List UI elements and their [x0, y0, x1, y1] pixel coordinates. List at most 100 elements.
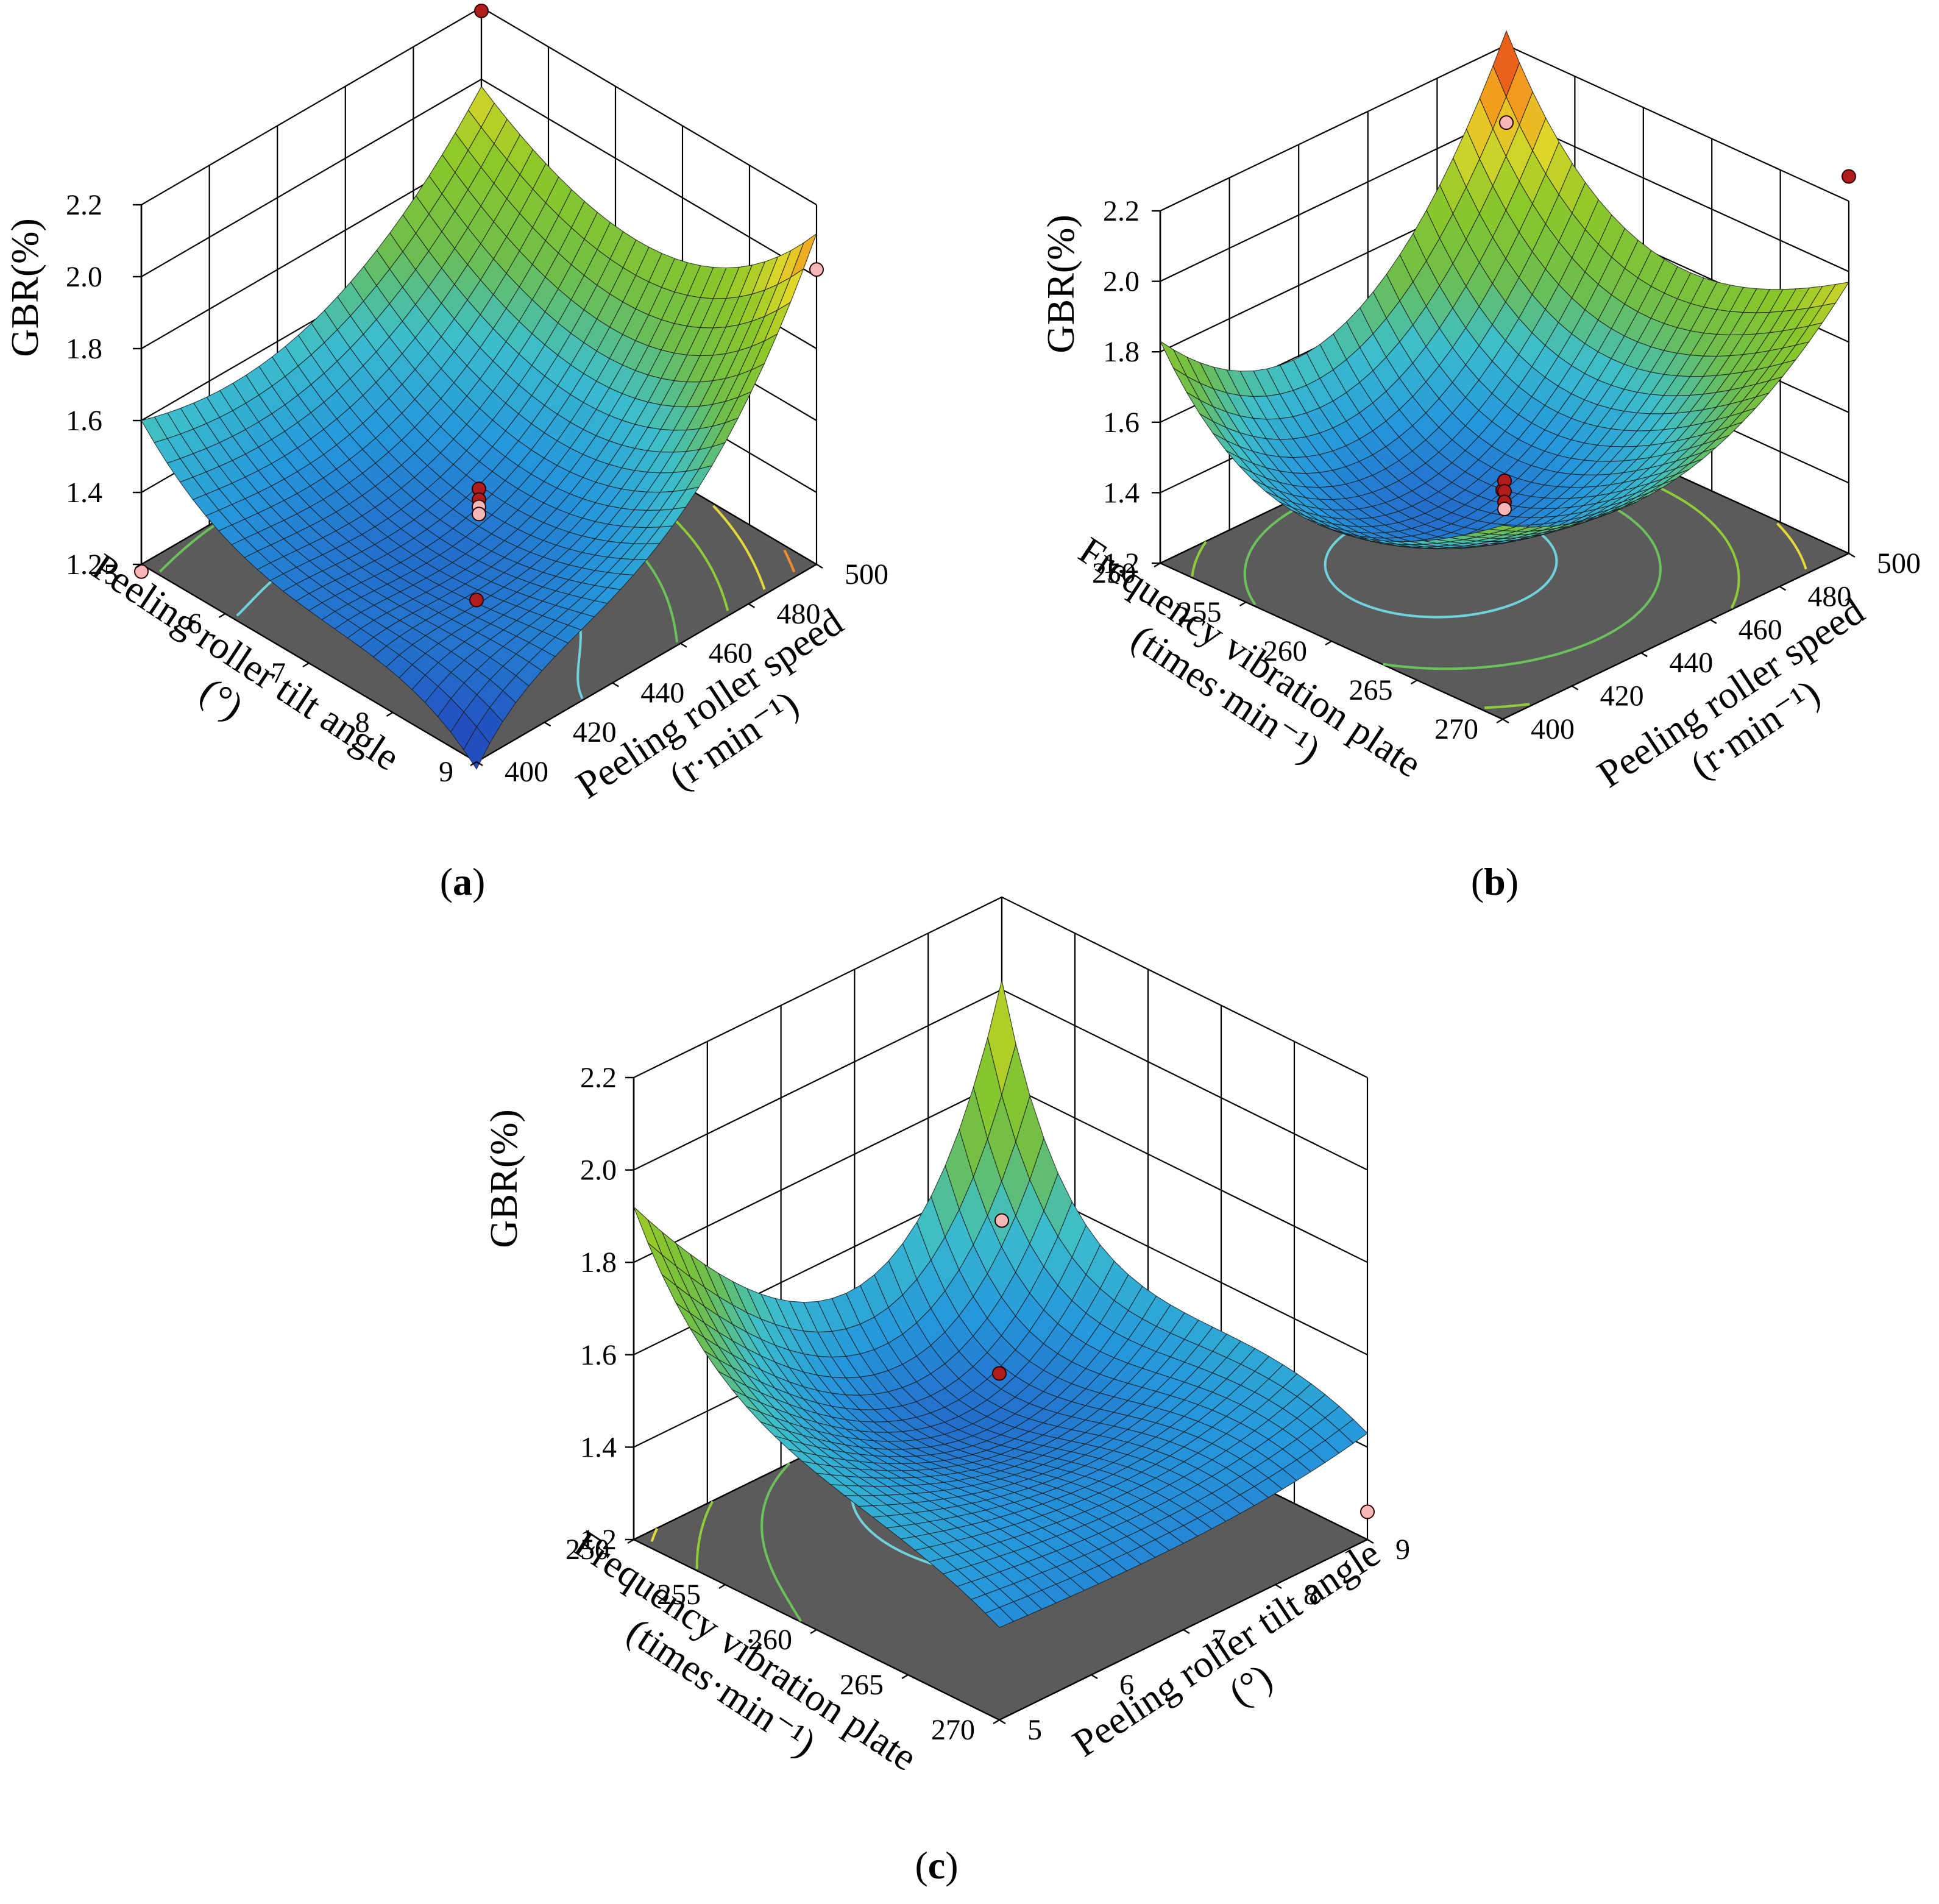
right-axis-tick-label: 460 — [1739, 614, 1782, 646]
panel-c-z-label: GBR(%) — [482, 1109, 525, 1248]
surface-cell — [984, 1607, 1015, 1629]
design-point — [472, 506, 486, 522]
z-tick-label: 1.6 — [66, 405, 102, 437]
panel-b-z-label: GBR(%) — [1039, 215, 1082, 353]
right-axis-tick-label: 9 — [1395, 1533, 1410, 1566]
left-tick-mark — [302, 662, 310, 668]
panel-c-design-points — [992, 1213, 1375, 1519]
right-axis-tick-label: 420 — [1600, 680, 1644, 712]
contour-line — [650, 1528, 658, 1543]
left-tick-mark — [135, 563, 142, 569]
left-axis-tick-label: 6 — [188, 608, 202, 640]
z-tick-label: 1.4 — [580, 1431, 617, 1463]
right-tick-mark — [612, 682, 619, 687]
right-tick-mark — [680, 642, 687, 648]
left-tick-mark — [386, 711, 394, 717]
panel-b-z-axis-label: GBR(%) — [1039, 215, 1082, 353]
left-axis-tick-label: 7 — [271, 657, 286, 689]
right-axis-tick-label: 500 — [1877, 547, 1921, 580]
left-axis-tick-label: 260 — [748, 1624, 792, 1656]
contour-line — [695, 1501, 714, 1569]
panel-b-response-surface — [1159, 30, 1850, 550]
design-point — [994, 1213, 1009, 1228]
z-tick-label: 1.6 — [1103, 407, 1140, 439]
z-tick-label: 2.0 — [580, 1154, 617, 1187]
right-axis-tick-label: 420 — [573, 716, 617, 748]
z-tick-label: 1.8 — [580, 1246, 617, 1279]
right-axis-tick-label: 6 — [1119, 1669, 1134, 1701]
right-axis-tick-label: 480 — [1807, 580, 1851, 613]
z-tick-label: 2.2 — [580, 1062, 617, 1094]
right-tick-mark — [476, 761, 483, 767]
panel-b-label: (b) — [1471, 860, 1519, 903]
right-tick-mark — [1571, 685, 1579, 691]
right-tick-mark — [999, 1719, 1006, 1725]
design-point — [1360, 1504, 1375, 1519]
left-tick-mark — [1239, 601, 1247, 607]
panel-c-tick-labels: 1.2 1.4 1.6 1.8 2.0 2.2 250 255 260 265 270 5 6 7 8 9 — [565, 1062, 1410, 1746]
design-point — [992, 1366, 1007, 1381]
surface-cell — [1489, 525, 1516, 531]
design-point — [1497, 502, 1512, 517]
right-tick-mark — [1275, 1583, 1282, 1590]
contour-line — [783, 549, 796, 573]
left-tick-mark — [718, 1583, 726, 1590]
panel-c-label: (c) — [915, 1844, 958, 1887]
right-tick-mark — [1848, 552, 1856, 558]
right-tick-mark — [1367, 1538, 1374, 1544]
right-axis-tick-label: 400 — [1531, 713, 1575, 745]
wall-grid-horizontal — [141, 78, 817, 277]
left-axis-tick-label: 250 — [565, 1533, 609, 1566]
panel-a-tick-labels: 1.2 1.4 1.6 1.8 2.0 2.2 5 6 7 8 9 400 420 440 460 480 50… — [66, 189, 888, 788]
left-tick-mark — [901, 1674, 909, 1680]
contour-line — [1484, 703, 1530, 709]
right-tick-mark — [1502, 718, 1509, 724]
right-tick-mark — [1710, 619, 1717, 624]
panel-a-label: (a) — [440, 860, 486, 903]
contour-line — [712, 505, 766, 590]
design-point — [1499, 115, 1514, 130]
right-tick-mark — [1640, 652, 1648, 658]
panel-a-design-points — [134, 3, 824, 608]
right-axis-tick-label: 500 — [845, 558, 888, 591]
left-tick-mark — [810, 1629, 817, 1635]
panel-b: 1.2 1.4 1.6 1.8 2.0 2.2 250 255 260 265 270 400 420 4… — [1039, 30, 1921, 903]
left-tick-mark — [1325, 640, 1332, 646]
right-tick-mark — [1779, 586, 1787, 591]
left-tick-mark — [1496, 718, 1503, 724]
z-tick-label: 1.8 — [66, 333, 102, 365]
right-axis-tick-label: 5 — [1027, 1714, 1042, 1746]
left-axis-tick-label: 9 — [439, 756, 453, 788]
panel-a-z-label: GBR(%) — [3, 218, 46, 357]
z-tick-label: 2.2 — [66, 189, 102, 221]
left-tick-mark — [1154, 562, 1161, 568]
design-point — [474, 3, 489, 18]
right-axis-tick-label: 440 — [640, 677, 684, 709]
right-tick-mark — [748, 603, 756, 608]
left-tick-mark — [627, 1538, 634, 1544]
left-axis-tick-label: 270 — [931, 1714, 975, 1746]
design-point — [1842, 169, 1856, 184]
right-axis-tick-label: 400 — [505, 756, 548, 788]
left-axis-tick-label: 265 — [1349, 674, 1393, 706]
left-axis-tick-label: 255 — [1178, 596, 1222, 628]
right-axis-tick-label: 7 — [1211, 1624, 1226, 1656]
z-tick-label: 1.2 — [1103, 547, 1140, 580]
left-axis-tick-label: 250 — [1092, 557, 1136, 589]
z-tick-label: 1.2 — [580, 1524, 617, 1556]
left-tick-mark — [993, 1719, 1000, 1725]
z-tick-label: 1.4 — [66, 477, 102, 509]
panel-b-design-points — [1495, 115, 1856, 517]
left-tick-mark — [1410, 679, 1418, 685]
z-tick-label: 2.2 — [1103, 195, 1140, 227]
panel-c-z-axis-label: GBR(%) — [482, 1109, 525, 1248]
left-axis-tick-label: 255 — [657, 1579, 701, 1611]
z-tick-label: 1.8 — [1103, 336, 1140, 368]
left-axis-tick-label: 270 — [1434, 713, 1478, 745]
panel-b-tick-labels: 1.2 1.4 1.6 1.8 2.0 2.2 250 255 260 265 270 400 420 4… — [1092, 195, 1921, 745]
design-point — [469, 592, 484, 608]
right-tick-mark — [1091, 1674, 1098, 1680]
right-axis-tick-label: 440 — [1669, 647, 1713, 679]
contour-line — [1776, 522, 1807, 570]
right-axis-tick-label: 460 — [709, 638, 753, 670]
